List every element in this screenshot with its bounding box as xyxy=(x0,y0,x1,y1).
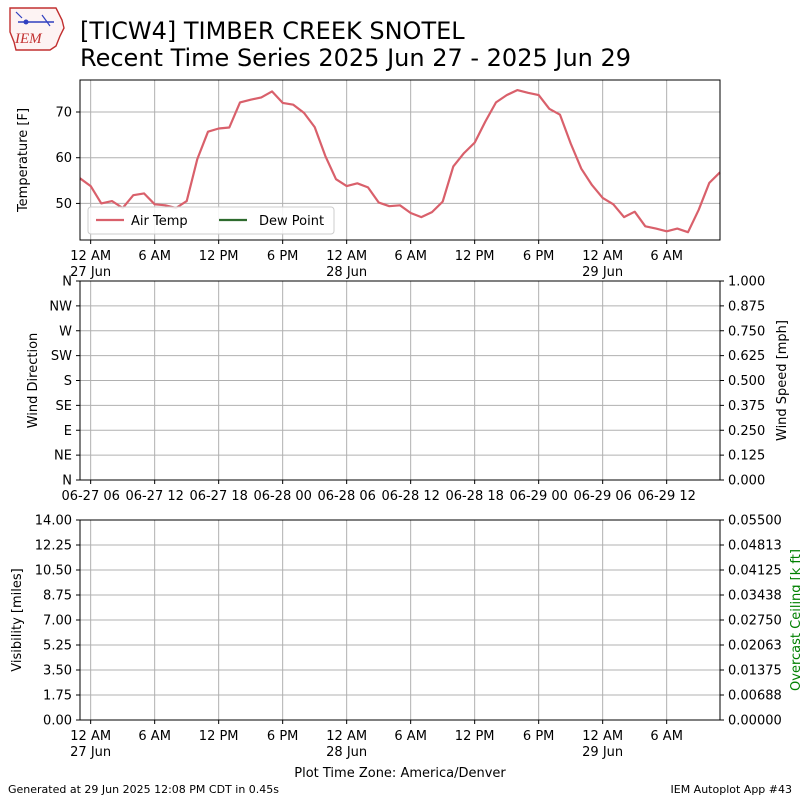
wind-speed-tick-label: 0.750 xyxy=(728,324,765,339)
wind-x-tick-label: 06-29 12 xyxy=(637,489,695,504)
temp-plot-frame xyxy=(79,79,721,241)
temp-x-date-label: 28 Jun xyxy=(326,265,367,280)
wind-plot-frame xyxy=(79,280,721,481)
temp-x-tick-label: 6 PM xyxy=(267,249,298,264)
visibility-x-tick-label: 12 AM xyxy=(70,729,111,744)
temp-y-tick-label: 50 xyxy=(55,197,72,212)
wind-x-tick-label: 06-27 18 xyxy=(189,489,247,504)
wind-x-tick-label: 06-28 00 xyxy=(253,489,311,504)
ceiling-tick-label: 0.01375 xyxy=(728,664,782,679)
wind-x-tick-label: 06-27 12 xyxy=(125,489,183,504)
visibility-x-tick-label: 6 AM xyxy=(394,729,427,744)
temp-x-tick-label: 12 PM xyxy=(199,249,239,264)
temp-x-tick-label: 12 PM xyxy=(455,249,495,264)
wind-speed-tick-label: 0.625 xyxy=(728,349,765,364)
visibility-plot-frame xyxy=(79,519,721,721)
generated-timestamp: Generated at 29 Jun 2025 12:08 PM CDT in… xyxy=(8,783,280,796)
air-temp-line xyxy=(79,88,721,234)
ceiling-tick-label: 0.00000 xyxy=(728,714,782,729)
visibility-x-tick-label: 6 PM xyxy=(267,729,298,744)
legend-dew-point-label: Dew Point xyxy=(259,214,324,229)
wind-direction-tick-label: NE xyxy=(54,449,72,464)
visibility-x-tick-label: 12 AM xyxy=(582,729,623,744)
temp-x-tick-label: 6 AM xyxy=(138,249,171,264)
temp-x-tick-label: 12 AM xyxy=(326,249,367,264)
wind-speed-tick-label: 0.500 xyxy=(728,374,765,389)
temp-x-date-label: 27 Jun xyxy=(70,265,111,280)
ceiling-tick-label: 0.04813 xyxy=(728,539,782,554)
x-axis-label: Plot Time Zone: America/Denver xyxy=(294,766,506,781)
visibility-x-date-label: 29 Jun xyxy=(582,745,623,760)
wind-direction-tick-label: N xyxy=(62,474,72,489)
station-dot-icon xyxy=(23,19,29,25)
visibility-x-tick-label: 12 PM xyxy=(455,729,495,744)
ceiling-axis-label: Overcast Ceiling [k ft] xyxy=(789,549,800,691)
wind-direction-tick-label: SW xyxy=(51,349,72,364)
visibility-tick-label: 8.75 xyxy=(43,589,72,604)
wind-speed-tick-label: 0.875 xyxy=(728,299,765,314)
visibility-x-tick-label: 12 PM xyxy=(199,729,239,744)
visibility-tick-label: 3.50 xyxy=(43,664,72,679)
ceiling-tick-label: 0.05500 xyxy=(728,514,782,529)
legend-air-temp-label: Air Temp xyxy=(131,214,188,229)
chart-title: [TICW4] TIMBER CREEK SNOTEL xyxy=(80,17,465,45)
visibility-x-date-label: 27 Jun xyxy=(70,745,111,760)
visibility-x-tick-label: 6 AM xyxy=(138,729,171,744)
visibility-tick-label: 14.00 xyxy=(35,514,72,529)
temp-y-axis-label: Temperature [F] xyxy=(16,108,31,213)
visibility-tick-label: 12.25 xyxy=(35,539,72,554)
iem-logo: IEM xyxy=(9,7,65,51)
wind-direction-tick-label: N xyxy=(62,275,72,290)
wind-x-tick-label: 06-28 18 xyxy=(445,489,503,504)
wind-speed-tick-label: 0.250 xyxy=(728,424,765,439)
wind-speed-axis-label: Wind Speed [mph] xyxy=(775,320,790,441)
temp-x-tick-label: 12 AM xyxy=(582,249,623,264)
visibility-x-tick-label: 6 AM xyxy=(650,729,683,744)
temp-x-tick-label: 12 AM xyxy=(70,249,111,264)
wind-x-tick-label: 06-29 06 xyxy=(573,489,631,504)
wind-speed-tick-label: 0.000 xyxy=(728,474,765,489)
visibility-tick-label: 1.75 xyxy=(43,689,72,704)
temp-x-tick-label: 6 PM xyxy=(523,249,554,264)
visibility-x-date-label: 28 Jun xyxy=(326,745,367,760)
temp-x-date-label: 29 Jun xyxy=(582,265,623,280)
wind-x-tick-label: 06-29 00 xyxy=(509,489,567,504)
ceiling-tick-label: 0.00688 xyxy=(728,689,782,704)
ceiling-tick-label: 0.02063 xyxy=(728,639,782,654)
temp-y-tick-label: 60 xyxy=(55,151,72,166)
wind-direction-tick-label: NW xyxy=(49,299,72,314)
visibility-tick-label: 7.00 xyxy=(43,614,72,629)
ceiling-tick-label: 0.04125 xyxy=(728,564,782,579)
wind-direction-tick-label: W xyxy=(59,324,72,339)
temp-y-tick-label: 70 xyxy=(55,106,72,121)
temp-x-tick-label: 6 AM xyxy=(394,249,427,264)
visibility-x-tick-label: 12 AM xyxy=(326,729,367,744)
visibility-tick-label: 5.25 xyxy=(43,639,72,654)
wind-x-tick-label: 06-28 12 xyxy=(381,489,439,504)
visibility-x-tick-label: 6 PM xyxy=(523,729,554,744)
wind-direction-tick-label: S xyxy=(64,374,72,389)
wind-speed-tick-label: 0.125 xyxy=(728,449,765,464)
chart-subtitle: Recent Time Series 2025 Jun 27 - 2025 Ju… xyxy=(80,44,632,72)
wind-direction-axis-label: Wind Direction xyxy=(26,333,41,429)
wind-direction-tick-label: SE xyxy=(56,399,72,414)
ceiling-tick-label: 0.02750 xyxy=(728,614,782,629)
app-label: IEM Autoplot App #43 xyxy=(670,783,793,796)
wind-x-tick-label: 06-27 06 xyxy=(61,489,119,504)
temp-x-tick-label: 6 AM xyxy=(650,249,683,264)
legend-box xyxy=(87,206,335,235)
visibility-axis-label: Visibility [miles] xyxy=(10,568,25,671)
wind-speed-tick-label: 1.000 xyxy=(728,275,765,290)
visibility-tick-label: 0.00 xyxy=(43,714,72,729)
wind-direction-tick-label: E xyxy=(64,424,72,439)
visibility-tick-label: 10.50 xyxy=(35,564,72,579)
ceiling-tick-label: 0.03438 xyxy=(728,589,782,604)
wind-speed-tick-label: 0.375 xyxy=(728,399,765,414)
wind-x-tick-label: 06-28 06 xyxy=(317,489,375,504)
logo-text: IEM xyxy=(14,31,43,47)
